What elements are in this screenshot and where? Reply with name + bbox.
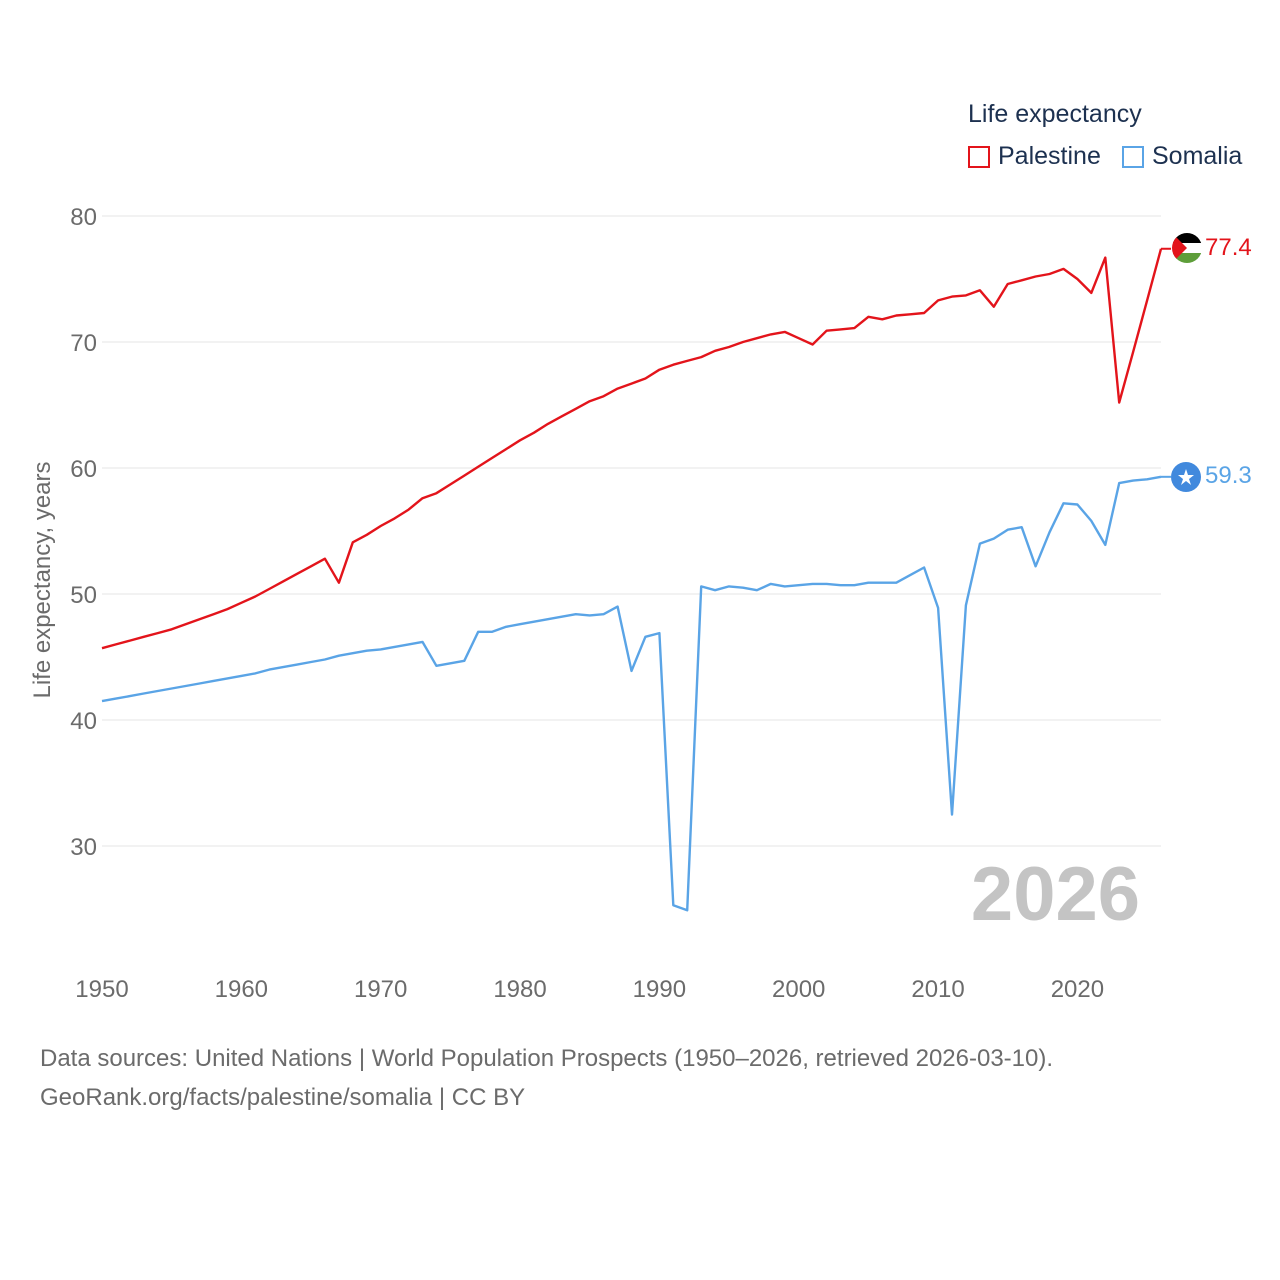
legend-label-somalia: Somalia bbox=[1152, 142, 1243, 170]
legend-item-palestine[interactable]: Palestine bbox=[968, 142, 1101, 171]
y-axis-title: Life expectancy, years bbox=[29, 461, 56, 698]
y-tick-label: 70 bbox=[70, 330, 97, 357]
x-tick-label: 1950 bbox=[75, 976, 128, 1003]
somalia-flag-icon bbox=[1171, 462, 1201, 492]
y-tick-label: 50 bbox=[70, 582, 97, 609]
x-tick-label: 2020 bbox=[1051, 976, 1104, 1003]
x-tick-label: 1990 bbox=[633, 976, 686, 1003]
series-lines bbox=[101, 247, 1171, 912]
grid-lines bbox=[102, 215, 1161, 847]
y-tick-label: 60 bbox=[70, 456, 97, 483]
x-tick-label: 1980 bbox=[493, 976, 546, 1003]
legend-swatch-palestine bbox=[968, 145, 990, 168]
axis-labels: 30 40 50 60 70 80 1950 1960 1970 1980 1990 2000 2010… bbox=[70, 204, 1104, 1003]
legend-title: Life expectancy bbox=[968, 100, 1142, 128]
x-tick-label: 1970 bbox=[354, 976, 407, 1003]
x-tick-label: 2000 bbox=[772, 976, 825, 1003]
x-tick-label: 2010 bbox=[911, 976, 964, 1003]
legend-label-palestine: Palestine bbox=[998, 142, 1101, 170]
year-watermark: 2026 bbox=[971, 852, 1140, 937]
series-line-somalia[interactable] bbox=[101, 475, 1162, 912]
palestine-end-label: 77.4 bbox=[1205, 234, 1252, 261]
y-tick-label: 80 bbox=[70, 204, 97, 231]
series-line-palestine[interactable] bbox=[101, 248, 1163, 650]
x-tick-label: 1960 bbox=[215, 976, 268, 1003]
footer-attribution[interactable]: GeoRank.org/facts/palestine/somalia | CC… bbox=[40, 1084, 526, 1111]
y-tick-label: 30 bbox=[70, 834, 97, 861]
legend-item-somalia[interactable]: Somalia bbox=[1122, 142, 1242, 171]
palestine-flag-icon bbox=[1172, 233, 1202, 263]
somalia-end-label: 59.3 bbox=[1205, 462, 1252, 489]
y-tick-label: 40 bbox=[70, 708, 97, 735]
legend-swatch-somalia bbox=[1122, 145, 1144, 168]
footer-sources: Data sources: United Nations | World Pop… bbox=[40, 1045, 1054, 1072]
